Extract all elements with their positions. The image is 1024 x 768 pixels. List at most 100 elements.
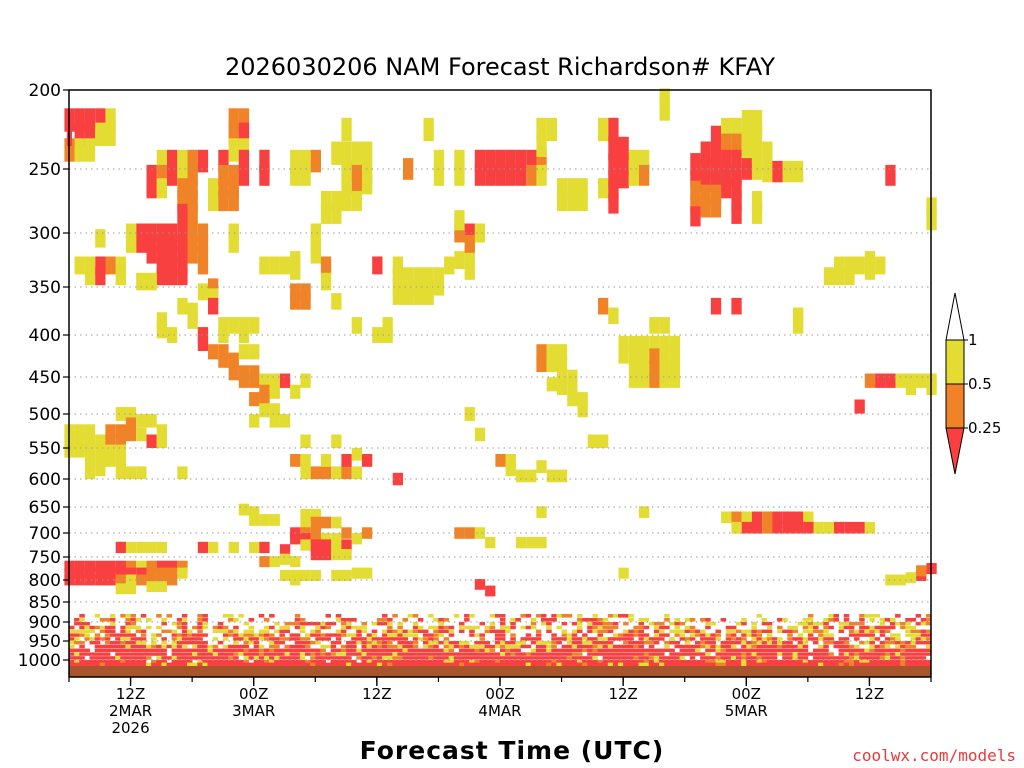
ri-cell [843, 644, 850, 649]
ri-cell [84, 434, 96, 448]
ri-cell [218, 191, 229, 212]
ri-cell [546, 662, 552, 666]
ri-cell [915, 652, 922, 656]
ri-cell [110, 644, 116, 649]
ri-cell [156, 164, 167, 186]
ri-cell [787, 662, 793, 666]
ri-cell [556, 381, 568, 396]
ri-cell [515, 660, 521, 664]
ri-cell [489, 652, 496, 656]
ri-cell [464, 641, 470, 645]
ri-cell [854, 662, 860, 666]
ri-cell [248, 625, 255, 630]
ri-cell [848, 648, 855, 652]
credit-text[interactable]: coolwx.com/models [852, 746, 1016, 765]
ri-cell [151, 641, 157, 645]
ri-cell [392, 648, 398, 652]
ri-cell [115, 648, 121, 652]
ri-cell [208, 344, 219, 360]
ri-cell [300, 569, 311, 581]
ri-cell [869, 637, 875, 641]
ri-cell [167, 223, 178, 243]
ri-cell [556, 614, 562, 618]
ri-cell [222, 625, 229, 630]
ri-cell [495, 164, 506, 186]
ri-cell [243, 629, 249, 633]
ri-cell [279, 544, 291, 556]
ri-cell [674, 656, 680, 660]
ri-cell [258, 660, 265, 664]
ri-cell [382, 618, 388, 622]
ri-cell [356, 662, 362, 666]
ri-cell [925, 637, 932, 641]
ri-cell [167, 256, 178, 275]
ri-cell [84, 466, 96, 480]
ri-cell [177, 567, 188, 579]
ri-cell [602, 648, 609, 652]
ri-cell [249, 365, 260, 381]
ri-cell [110, 618, 116, 622]
ri-cell [761, 652, 768, 656]
ri-cell [915, 614, 922, 618]
ri-cell [289, 637, 296, 641]
ri-cell [756, 648, 762, 652]
ri-cell [679, 633, 686, 637]
ri-cell [325, 637, 331, 641]
ri-cell [536, 356, 547, 372]
ri-cell [679, 622, 686, 626]
ri-cell [217, 660, 224, 664]
ri-cell [807, 618, 814, 622]
ri-cell [330, 660, 337, 664]
ri-cell [633, 648, 639, 652]
ri-cell [464, 234, 475, 253]
ri-cell [176, 644, 183, 649]
ri-cell [74, 434, 85, 448]
ri-cell [556, 660, 562, 664]
ri-cell [905, 641, 911, 645]
ri-cell [721, 133, 732, 157]
ri-cell [438, 633, 444, 637]
ri-cell [402, 656, 408, 660]
ri-cell [592, 625, 598, 630]
ri-cell [587, 648, 593, 652]
ri-cell [556, 469, 568, 483]
ri-cell [854, 256, 865, 275]
ri-cell [895, 614, 901, 618]
ri-cell [130, 614, 137, 618]
ri-cell [156, 312, 167, 329]
ri-cell [207, 644, 213, 649]
ri-cell [228, 660, 234, 664]
ri-cell [602, 629, 609, 633]
ri-cell [705, 618, 711, 622]
ri-cell [412, 662, 419, 666]
ri-cell [135, 652, 142, 656]
plot-area [64, 88, 937, 677]
ri-cell [454, 149, 465, 173]
ri-cell [751, 629, 757, 633]
ri-cell [731, 178, 742, 199]
ri-cell [69, 656, 75, 660]
ri-cell [766, 644, 773, 649]
ri-cell [346, 662, 352, 666]
ri-cell [84, 633, 90, 637]
ri-cell [874, 652, 881, 656]
ri-cell [669, 373, 681, 388]
ri-cell [331, 141, 342, 165]
ri-cell [202, 641, 208, 645]
ri-cell [705, 656, 711, 660]
ri-cell [130, 662, 137, 666]
ri-cell [156, 541, 167, 554]
ri-cell [84, 138, 96, 162]
ri-cell [869, 641, 875, 645]
ri-cell [443, 641, 450, 645]
ri-cell [869, 656, 875, 660]
ri-cell [331, 569, 342, 581]
ri-cell [95, 560, 106, 572]
ri-cell [212, 625, 219, 630]
ri-cell [803, 521, 814, 534]
ri-cell [74, 633, 80, 637]
ri-cell [140, 662, 147, 666]
ri-cell [577, 662, 583, 666]
ri-cell [577, 652, 583, 656]
ri-cell [120, 625, 126, 630]
